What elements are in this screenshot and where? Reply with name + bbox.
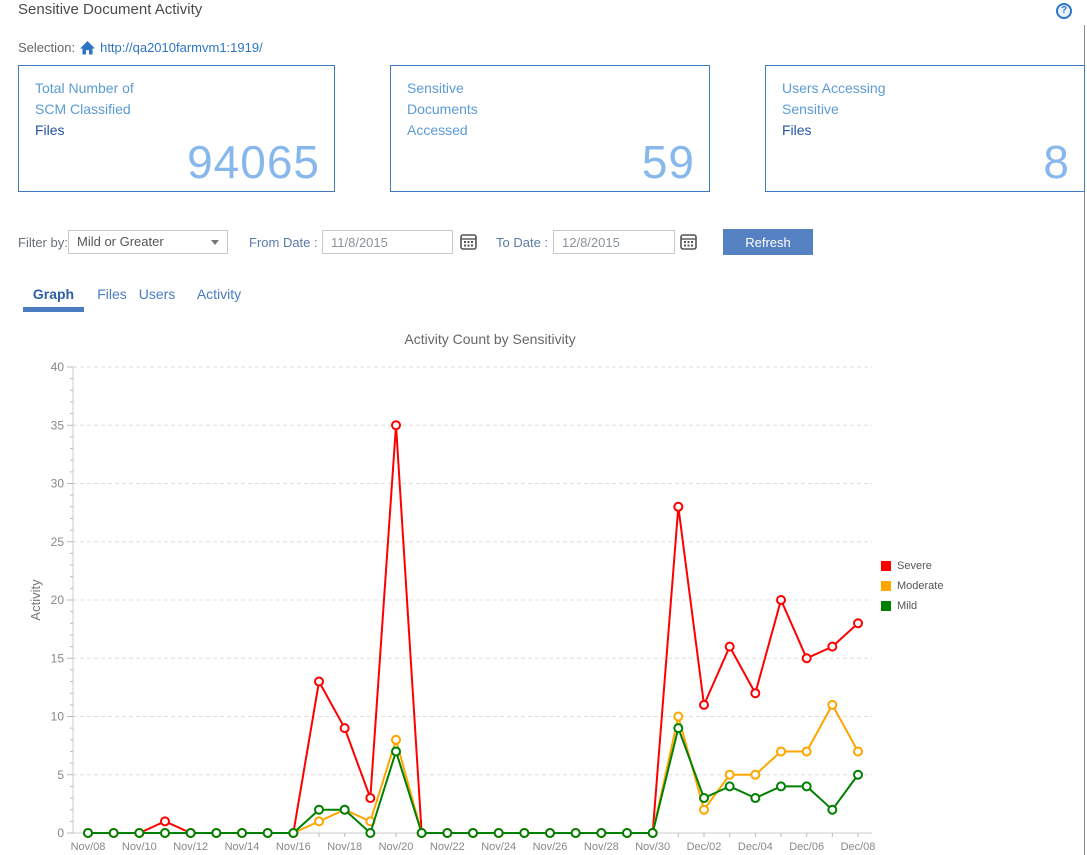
legend-swatch-icon <box>881 581 891 591</box>
svg-text:Nov/12: Nov/12 <box>173 841 208 853</box>
card-label-line: Sensitive <box>782 101 839 117</box>
selection-row: Selection: http://qa2010farmvm1:1919/ <box>18 40 263 55</box>
chevron-down-icon <box>211 240 219 245</box>
legend-label: Mild <box>897 600 918 612</box>
tab-activity[interactable]: Activity <box>196 286 242 302</box>
card-value: 8 <box>1043 136 1070 188</box>
legend-item-moderate: Moderate <box>881 576 943 596</box>
card-label-line: Total Number of <box>35 80 134 96</box>
legend-swatch-icon <box>881 601 891 611</box>
card-label-line: Users Accessing <box>782 80 886 96</box>
svg-text:Nov/20: Nov/20 <box>379 841 414 853</box>
from-date-input[interactable] <box>322 230 453 254</box>
svg-text:Activity: Activity <box>28 579 43 621</box>
card-label-line: Files <box>782 122 812 138</box>
card-value: 94065 <box>187 136 320 188</box>
svg-text:Nov/10: Nov/10 <box>122 841 157 853</box>
svg-text:Nov/16: Nov/16 <box>276 841 311 853</box>
svg-text:15: 15 <box>51 651 65 665</box>
svg-text:Nov/18: Nov/18 <box>327 841 362 853</box>
home-icon[interactable] <box>80 40 96 55</box>
card-label: Users Accessing Sensitive Files <box>782 78 885 141</box>
selection-label: Selection: <box>18 40 76 55</box>
to-date-input[interactable] <box>553 230 675 254</box>
chart-legend: Severe Moderate Mild <box>881 556 943 616</box>
severity-filter-value: Mild or Greater <box>77 234 164 249</box>
activity-line-chart: 0 5 10 15 20 25 30 35 40 Nov/08 Nov/10 Nov/12 Nov/14… <box>0 355 900 855</box>
svg-text:20: 20 <box>51 593 65 607</box>
filter-by-label: Filter by: <box>18 235 68 250</box>
selection-url-link[interactable]: http://qa2010farmvm1:1919/ <box>100 40 263 55</box>
severity-filter-dropdown[interactable]: Mild or Greater <box>68 230 228 254</box>
svg-text:Nov/08: Nov/08 <box>71 841 106 853</box>
svg-text:10: 10 <box>51 710 65 724</box>
card-users-accessing-sensitive-files: Users Accessing Sensitive Files 8 <box>765 65 1085 192</box>
right-divider <box>1084 25 1085 855</box>
svg-text:Dec/06: Dec/06 <box>789 841 824 853</box>
tab-files[interactable]: Files <box>97 286 127 302</box>
card-label: Sensitive Documents Accessed <box>407 78 478 141</box>
legend-item-mild: Mild <box>881 596 943 616</box>
svg-text:Nov/28: Nov/28 <box>584 841 619 853</box>
to-date-calendar-icon[interactable] <box>679 233 697 251</box>
svg-text:5: 5 <box>57 768 64 782</box>
refresh-button[interactable]: Refresh <box>723 229 813 255</box>
chart-canvas: 0 5 10 15 20 25 30 35 40 Nov/08 Nov/10 Nov/12 Nov/14… <box>28 360 876 853</box>
svg-text:Dec/02: Dec/02 <box>687 841 722 853</box>
from-date-label: From Date : <box>249 235 318 250</box>
svg-text:Nov/30: Nov/30 <box>635 841 670 853</box>
svg-text:25: 25 <box>51 535 65 549</box>
from-date-calendar-icon[interactable] <box>459 233 477 251</box>
svg-text:Nov/22: Nov/22 <box>430 841 465 853</box>
svg-text:0: 0 <box>57 826 64 840</box>
tab-graph[interactable]: Graph <box>32 286 75 302</box>
help-icon[interactable]: ? <box>1056 3 1072 19</box>
legend-label: Severe <box>897 560 932 572</box>
tab-users[interactable]: Users <box>138 286 176 302</box>
card-value: 59 <box>641 136 695 188</box>
svg-text:Dec/08: Dec/08 <box>841 841 876 853</box>
to-date-label: To Date : <box>496 235 549 250</box>
svg-text:30: 30 <box>51 477 65 491</box>
svg-text:40: 40 <box>51 360 65 374</box>
card-sensitive-documents-accessed: Sensitive Documents Accessed 59 <box>390 65 710 192</box>
chart-title: Activity Count by Sensitivity <box>404 331 576 347</box>
legend-swatch-icon <box>881 561 891 571</box>
card-total-classified-files: Total Number of SCM Classified Files 940… <box>18 65 335 192</box>
legend-label: Moderate <box>897 580 944 592</box>
svg-text:Dec/04: Dec/04 <box>738 841 773 853</box>
card-label-line: Sensitive <box>407 80 464 96</box>
card-label: Total Number of SCM Classified Files <box>35 78 134 141</box>
card-label-line: Accessed <box>407 122 468 138</box>
svg-text:Nov/26: Nov/26 <box>533 841 568 853</box>
card-label-line: SCM Classified <box>35 101 131 117</box>
svg-text:35: 35 <box>51 418 65 432</box>
card-label-line: Documents <box>407 101 478 117</box>
legend-item-severe: Severe <box>881 556 943 576</box>
card-label-line: Files <box>35 122 65 138</box>
svg-text:Nov/14: Nov/14 <box>225 841 260 853</box>
active-tab-underline <box>23 307 84 312</box>
page-title: Sensitive Document Activity <box>18 1 203 18</box>
svg-text:Nov/24: Nov/24 <box>481 841 516 853</box>
